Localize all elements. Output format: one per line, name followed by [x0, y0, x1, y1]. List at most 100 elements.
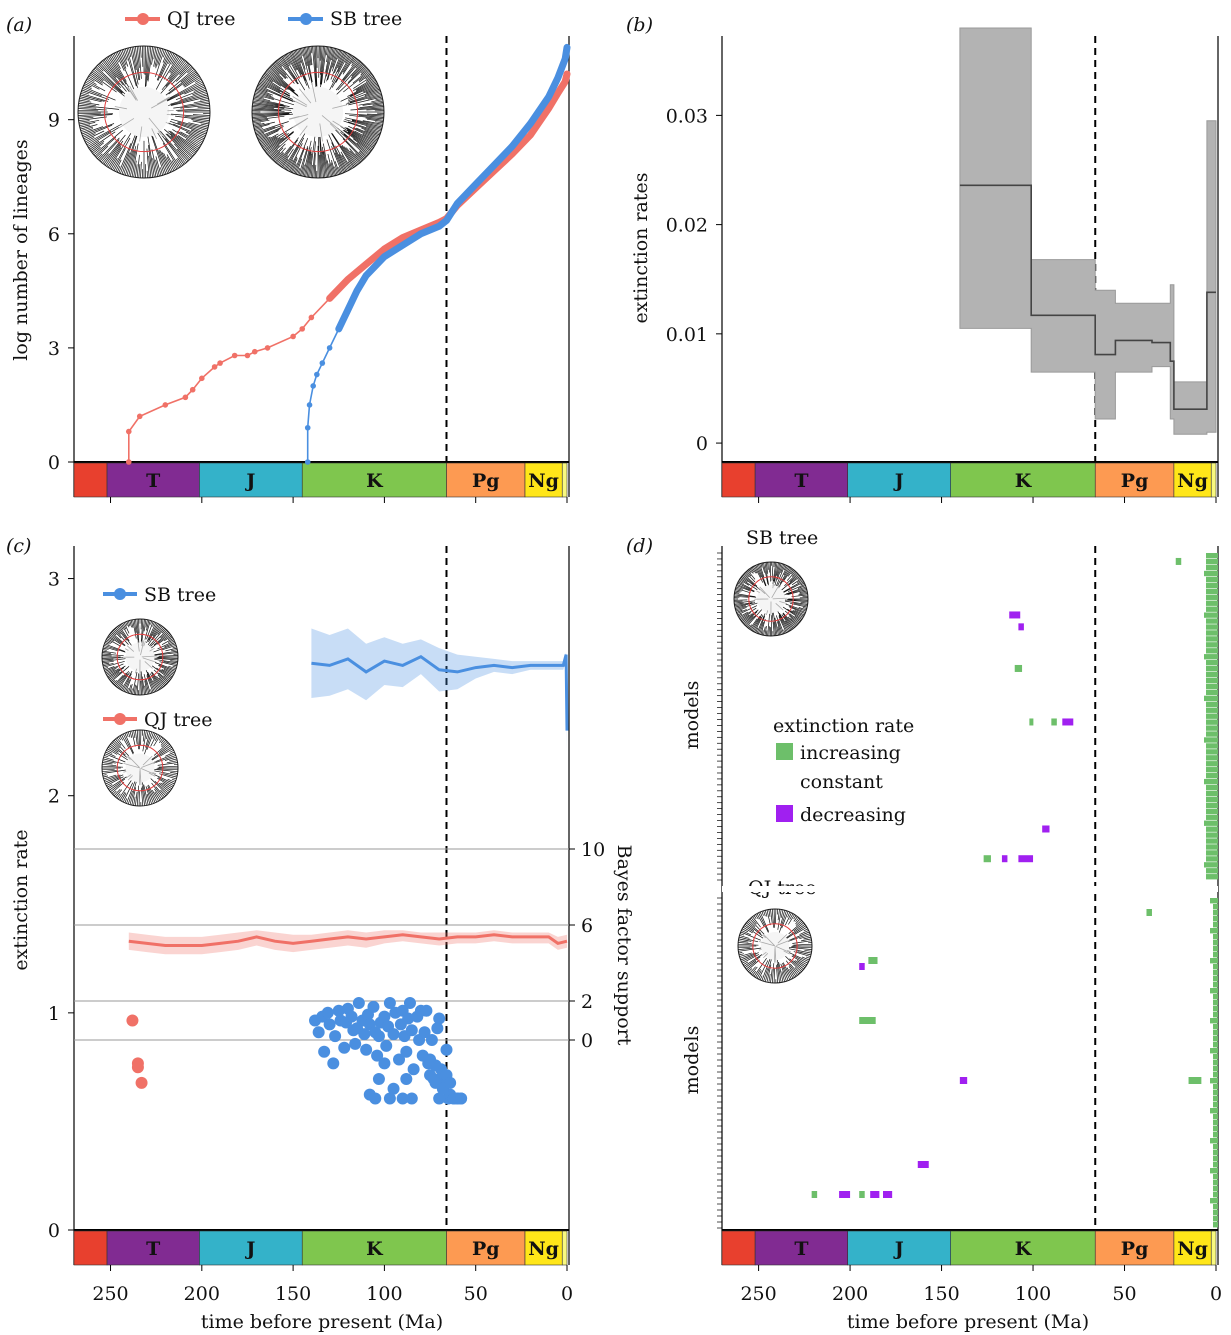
block-increasing-present: [1206, 796, 1218, 803]
x-tick-label: 50: [464, 1283, 488, 1305]
block-increasing-present: [1213, 1006, 1218, 1012]
legend-label-qj: QJ tree: [144, 709, 212, 731]
series-point-qj: [290, 333, 296, 340]
series-point-sb: [472, 181, 479, 188]
x-tick-label: 200: [832, 1283, 868, 1305]
block-increasing-present: [1204, 654, 1218, 660]
block-increasing-present: [1213, 1096, 1218, 1102]
block-increasing-present: [1204, 820, 1218, 826]
series-point-sb: [555, 75, 561, 81]
bayes-point-sb: [349, 1037, 362, 1050]
series-point-sb: [436, 223, 442, 229]
bayes-point-sb: [444, 1076, 457, 1089]
series-point-qj: [399, 234, 406, 241]
bayes-point-sb: [312, 1026, 325, 1039]
panel-d-y-axis-title-bottom: models: [681, 1026, 703, 1095]
block-increasing: [1051, 718, 1057, 726]
block-increasing-present: [1213, 1216, 1218, 1222]
panel-c-label: (c): [6, 535, 31, 557]
rate-line-sb: [311, 654, 569, 731]
period-T: [106, 1230, 200, 1266]
block-increasing-present: [1210, 1018, 1218, 1024]
block-increasing: [1014, 664, 1023, 672]
panel-d-series: [811, 553, 1218, 1228]
legend-label-increasing: increasing: [800, 742, 901, 764]
block-increasing-present: [1206, 553, 1218, 559]
x-tick-label: 250: [92, 1283, 128, 1305]
block-increasing-present: [1206, 677, 1218, 684]
panel-a-label: (a): [6, 14, 32, 36]
tree-core: [118, 86, 170, 138]
period-band-6: [561, 1230, 568, 1266]
block-decreasing: [1062, 718, 1074, 726]
x-tick-label: 0: [561, 1283, 573, 1305]
legend-title: extinction rate: [773, 715, 914, 737]
series-point-sb: [527, 120, 534, 127]
tree-inner-branches: [123, 755, 157, 786]
tree-inner-branches: [758, 933, 791, 963]
tree-branches: [101, 729, 179, 807]
bayes-point-sb: [380, 1039, 393, 1052]
tree-core: [125, 642, 155, 672]
bayes-point-sb: [424, 1053, 437, 1066]
block-increasing-present: [1213, 982, 1218, 988]
tree-inner-branches: [122, 639, 158, 675]
block-increasing-present: [1206, 749, 1218, 755]
period-label-Ng: Ng: [528, 470, 559, 492]
series-point-qj: [299, 326, 306, 332]
period-Pg: [446, 462, 526, 498]
sb-tree-thumbnail-d: [733, 561, 809, 637]
block-increasing-present: [1204, 570, 1218, 577]
y-tick-label: 0.02: [666, 215, 708, 237]
series-point-qj: [564, 71, 570, 77]
block-increasing-present: [1206, 618, 1218, 624]
series-point-sb: [335, 326, 342, 332]
period-label-J: J: [893, 470, 904, 492]
block-increasing-present: [1206, 582, 1218, 589]
block-increasing: [868, 957, 878, 964]
series-point-sb: [509, 143, 516, 150]
block-increasing-present: [1206, 624, 1218, 630]
period-label-K: K: [366, 470, 384, 492]
x-tick-label: 100: [366, 1283, 402, 1305]
series-point-qj: [251, 348, 258, 355]
bayes-point-sb: [332, 1004, 345, 1017]
block-increasing-present: [1213, 1120, 1218, 1126]
block-increasing-present: [1210, 1198, 1218, 1204]
bayes-point-qj: [135, 1076, 148, 1089]
median-extinction-line: [959, 184, 1216, 411]
block-increasing-present: [1204, 778, 1218, 785]
panel-d-tree-label-sb: SB tree: [746, 527, 818, 549]
qj-tree-thumbnail-c: [101, 729, 179, 807]
panel-c-bayes-axis-title: Bayes factor support: [613, 845, 635, 1046]
panel-a-tree-thumbnails: [77, 45, 385, 179]
period-label-T: T: [794, 1238, 808, 1260]
block-increasing-present: [1206, 808, 1218, 815]
bayes-point-qj: [126, 1014, 139, 1027]
block-increasing-present: [1206, 594, 1218, 600]
block-increasing-present: [1213, 1126, 1218, 1132]
panel-d-label: (d): [626, 535, 653, 557]
bayes-point-sb: [383, 996, 396, 1009]
bayes-point-sb: [393, 1053, 406, 1066]
block-increasing-present: [1206, 850, 1218, 856]
y-tick-label: 3: [48, 569, 60, 591]
panel-c: (c) extinction rate Bayes factor support…: [6, 535, 635, 1305]
block-increasing-present: [1213, 1180, 1218, 1186]
legend-label-constant: constant: [800, 771, 883, 793]
legend-marker-qj: [137, 13, 149, 25]
block-increasing-present: [1210, 958, 1218, 964]
panel-a-legend: QJ tree SB tree: [125, 8, 402, 30]
sb-tree-thumbnail-c: [101, 618, 179, 696]
period-label-T: T: [146, 470, 160, 492]
bayes-point-sb: [387, 1082, 400, 1095]
x-tick-label: 50: [1112, 1283, 1136, 1305]
bayes-point-sb: [367, 1000, 380, 1013]
period-label-K: K: [1015, 470, 1033, 492]
block-increasing: [1188, 1077, 1202, 1084]
tree-kpg-ring: [103, 71, 185, 153]
block-increasing-present: [1206, 814, 1218, 820]
bayes-point-sb: [372, 1073, 385, 1085]
block-increasing-present: [1213, 1012, 1218, 1018]
series-point-qj: [125, 428, 132, 435]
